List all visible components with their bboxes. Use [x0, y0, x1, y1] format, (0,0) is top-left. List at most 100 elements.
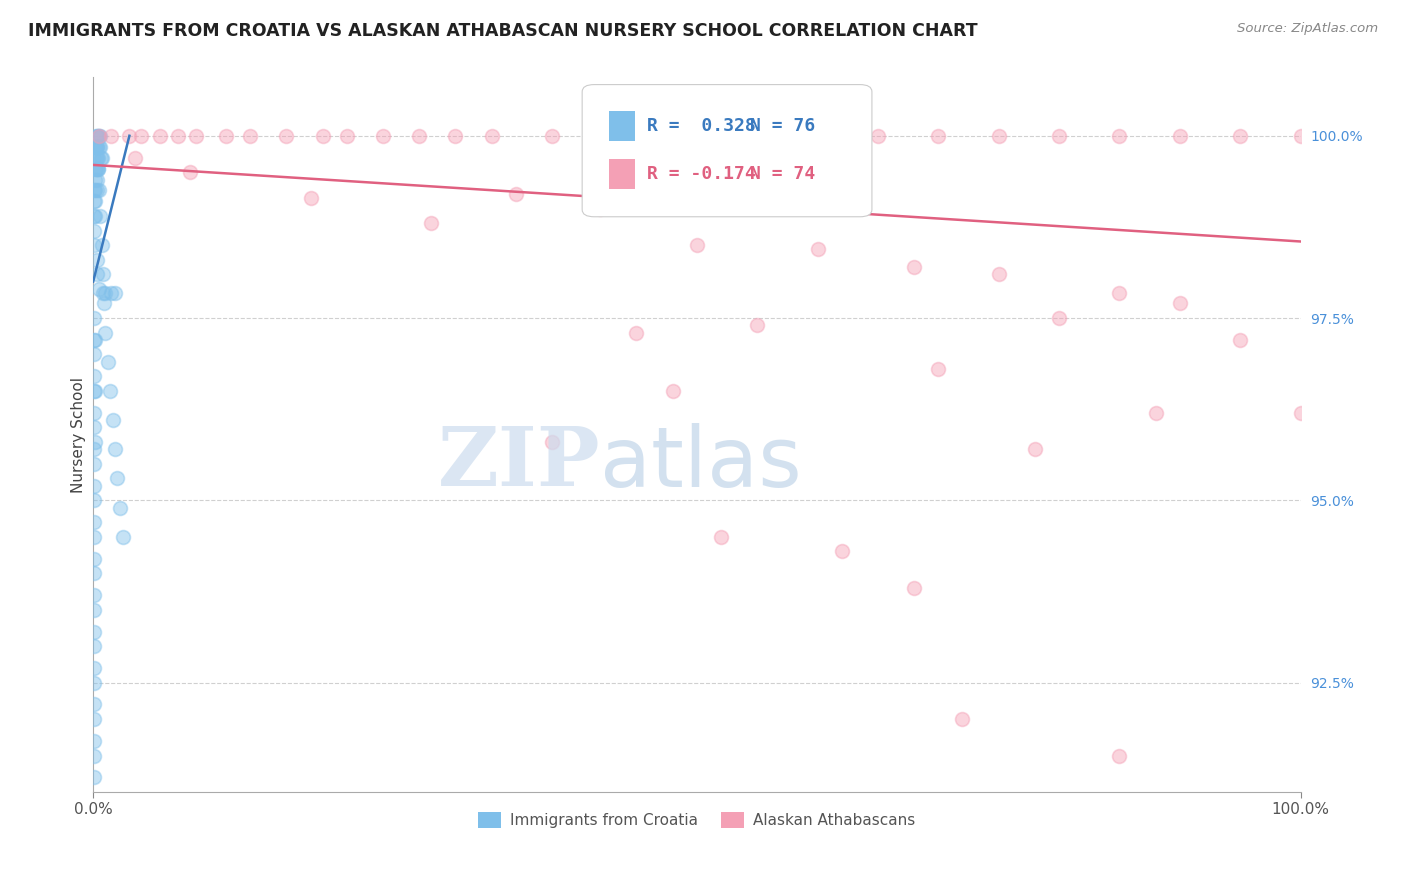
Point [184, 128, 207, 143]
Point [90, 238, 112, 252]
Point [84, 172, 107, 186]
Point [408, 128, 430, 143]
Point [541, 435, 564, 450]
Point [1047, 311, 1070, 326]
Point [311, 128, 333, 143]
Point [83, 493, 105, 508]
Y-axis label: Nursery School: Nursery School [72, 376, 86, 492]
Text: N = 76: N = 76 [749, 117, 815, 135]
Point [93, 296, 115, 310]
Point [83, 624, 105, 639]
Point [1144, 406, 1167, 420]
Point [807, 242, 830, 256]
Point [1108, 748, 1130, 763]
Point [87, 151, 110, 165]
Point [276, 128, 298, 143]
Point [83, 151, 105, 165]
Point [83, 384, 105, 398]
Point [83, 420, 105, 434]
Point [444, 128, 467, 143]
Point [747, 128, 769, 143]
Point [215, 128, 238, 143]
Point [299, 191, 322, 205]
Point [100, 285, 122, 300]
Point [84, 384, 107, 398]
Point [239, 128, 262, 143]
Point [83, 161, 105, 176]
Text: ZIP: ZIP [437, 424, 600, 503]
Point [83, 566, 105, 581]
Bar [609, 159, 636, 189]
Point [83, 771, 105, 785]
Legend: Immigrants from Croatia, Alaskan Athabascans: Immigrants from Croatia, Alaskan Athabas… [472, 806, 922, 834]
Point [83, 551, 105, 566]
Point [98, 384, 121, 398]
Point [149, 128, 172, 143]
Point [83, 748, 105, 763]
Point [83, 311, 105, 326]
Point [83, 712, 105, 726]
Point [105, 471, 128, 485]
Point [589, 202, 612, 216]
Point [84, 161, 107, 176]
Point [87, 161, 110, 176]
Point [481, 128, 503, 143]
Point [686, 238, 709, 252]
Point [131, 128, 153, 143]
Point [661, 384, 683, 398]
Point [661, 128, 683, 143]
Point [987, 268, 1010, 282]
Point [1289, 406, 1312, 420]
Point [124, 151, 146, 165]
Text: IMMIGRANTS FROM CROATIA VS ALASKAN ATHABASCAN NURSERY SCHOOL CORRELATION CHART: IMMIGRANTS FROM CROATIA VS ALASKAN ATHAB… [28, 22, 977, 40]
Point [952, 712, 974, 726]
Point [83, 734, 105, 748]
Point [83, 406, 105, 420]
Text: N = 74: N = 74 [749, 165, 815, 183]
Text: atlas: atlas [600, 423, 801, 504]
Point [83, 588, 105, 602]
Point [83, 184, 105, 198]
Point [87, 139, 110, 153]
Point [89, 209, 111, 223]
Point [84, 209, 107, 223]
Point [91, 285, 114, 300]
Point [1168, 296, 1191, 310]
Point [927, 362, 949, 376]
Point [94, 285, 117, 300]
Point [86, 161, 108, 176]
Point [1108, 285, 1130, 300]
Point [1229, 128, 1251, 143]
Point [84, 139, 107, 153]
Point [83, 698, 105, 712]
Point [420, 216, 443, 230]
Point [903, 260, 925, 274]
Point [86, 151, 108, 165]
Point [1047, 128, 1070, 143]
Point [83, 530, 105, 544]
Point [84, 128, 107, 143]
Bar [609, 111, 636, 141]
Point [118, 128, 141, 143]
Point [108, 500, 131, 515]
Point [987, 128, 1010, 143]
Point [710, 530, 733, 544]
Point [84, 151, 107, 165]
Point [83, 333, 105, 347]
Point [927, 128, 949, 143]
Point [83, 223, 105, 237]
Point [602, 128, 624, 143]
Point [89, 184, 111, 198]
Point [83, 515, 105, 529]
Point [83, 603, 105, 617]
Point [1024, 442, 1046, 457]
Point [83, 347, 105, 361]
Point [104, 442, 127, 457]
Point [84, 194, 107, 209]
Point [83, 675, 105, 690]
Point [83, 194, 105, 209]
Point [83, 639, 105, 653]
Point [90, 151, 112, 165]
Point [89, 282, 111, 296]
Point [83, 369, 105, 384]
